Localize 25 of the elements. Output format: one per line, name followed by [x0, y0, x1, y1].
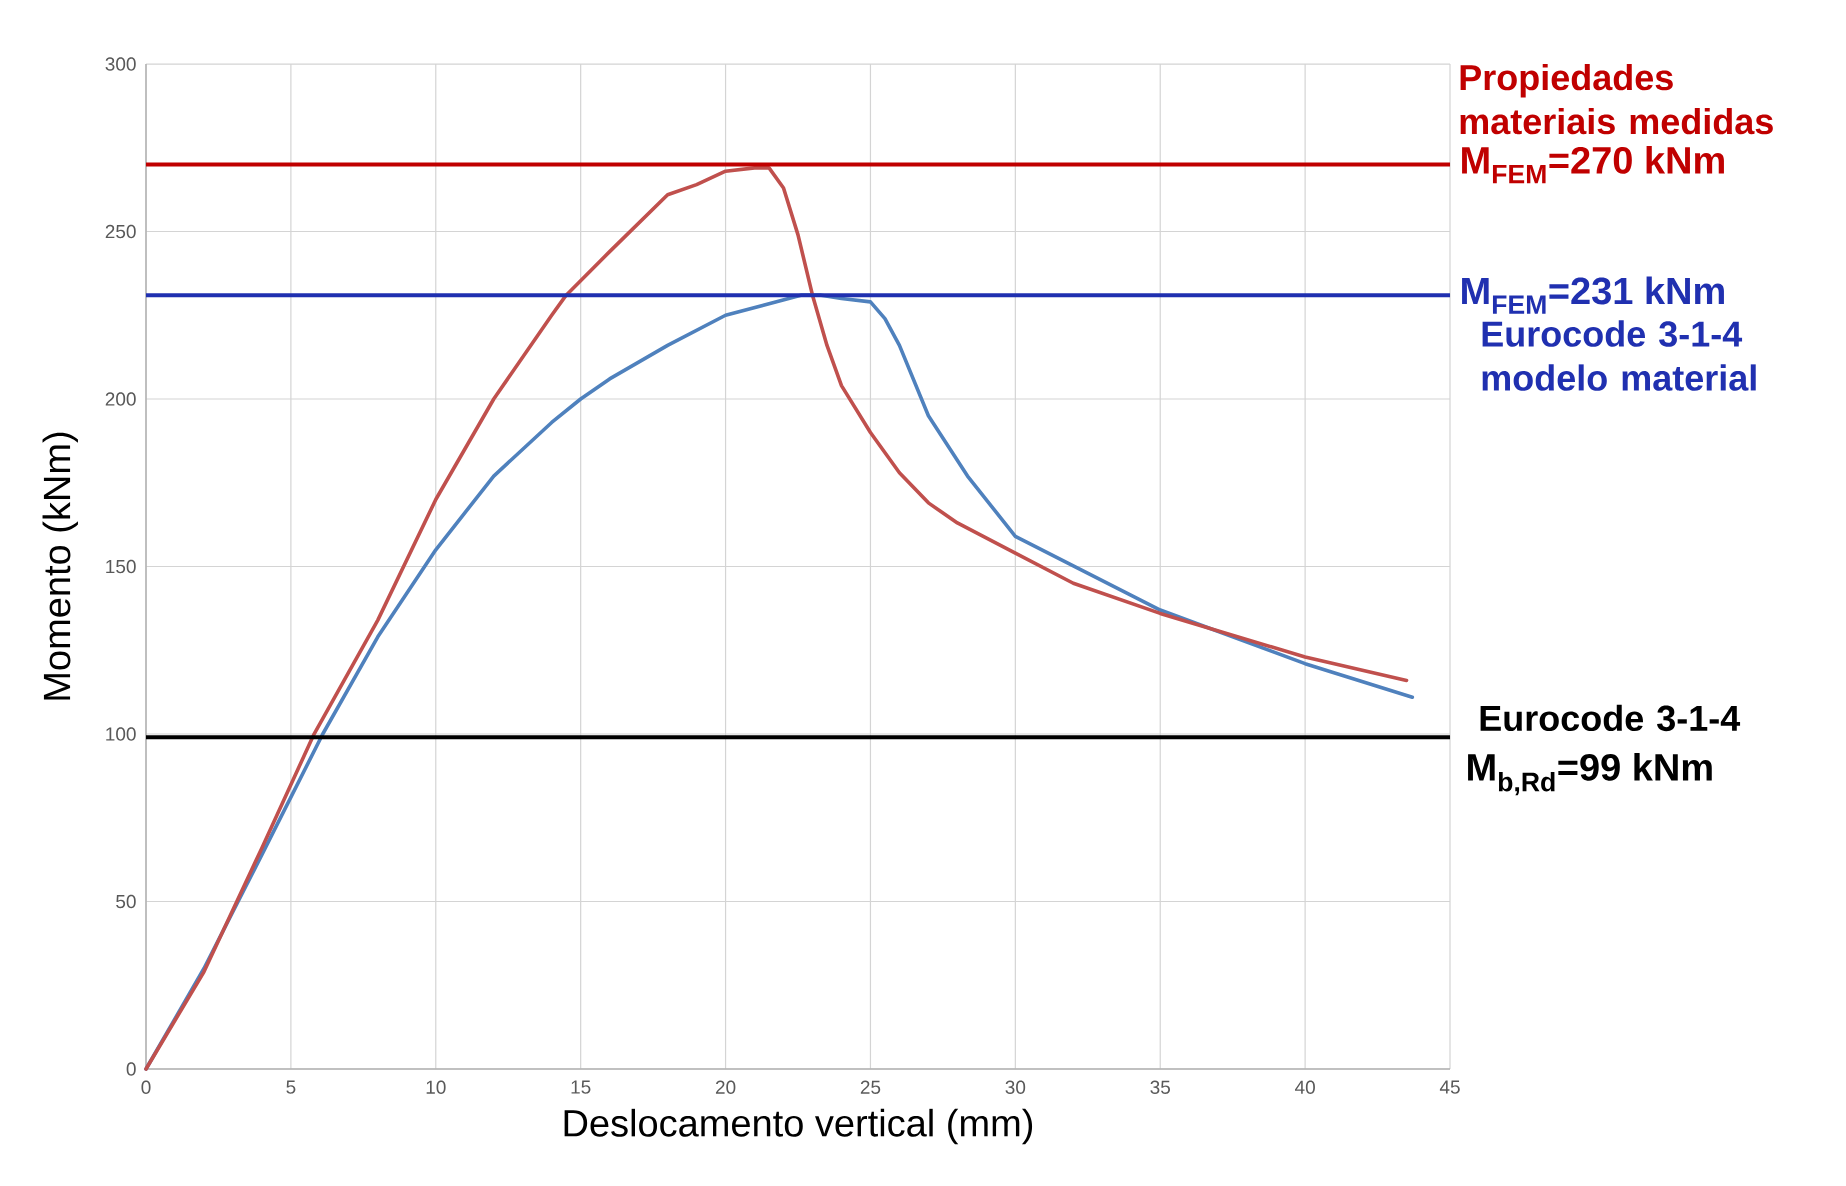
y-tick-label: 50	[116, 894, 136, 909]
text: Eurocode 3-1-4 modelo material	[1482, 320, 1756, 391]
x-tick-label: 30	[1005, 1080, 1026, 1094]
ref-line-label: M$_{FEM}$=270 kNm	[1462, 145, 1724, 184]
x-tick-label: 25	[860, 1080, 881, 1094]
ref-line-label: M$_{b,Rd}$=99 kNm	[1468, 752, 1712, 796]
y-tick-label: 300	[105, 57, 136, 71]
y-tick-label: 250	[105, 224, 136, 239]
x-tick-label: 15	[571, 1080, 591, 1094]
y-tick-label: 0	[126, 1062, 136, 1076]
x-tick-label: 45	[1439, 1080, 1460, 1094]
ref-line-label: M$_{FEM}$=231 kNm	[1462, 276, 1724, 314]
x-axis-title: Deslocamento vertical (mm)	[564, 1108, 1033, 1145]
text: Eurocode 3-1-4	[1480, 704, 1741, 732]
x-tick-label: 0	[141, 1080, 151, 1094]
y-tick-label: 200	[105, 392, 136, 406]
y-tick-label: 100	[106, 727, 136, 741]
text: Propiedades materiais medidas	[1460, 63, 1773, 135]
x-tick-label: 5	[286, 1080, 296, 1094]
x-tick-label: 40	[1294, 1080, 1315, 1094]
x-tick-label: 35	[1150, 1080, 1170, 1094]
x-tick-label: 10	[426, 1080, 446, 1094]
y-axis-title: Momento (kNm)	[42, 432, 78, 700]
y-tick-label: 150	[106, 559, 136, 574]
x-tick-label: 20	[715, 1080, 736, 1094]
